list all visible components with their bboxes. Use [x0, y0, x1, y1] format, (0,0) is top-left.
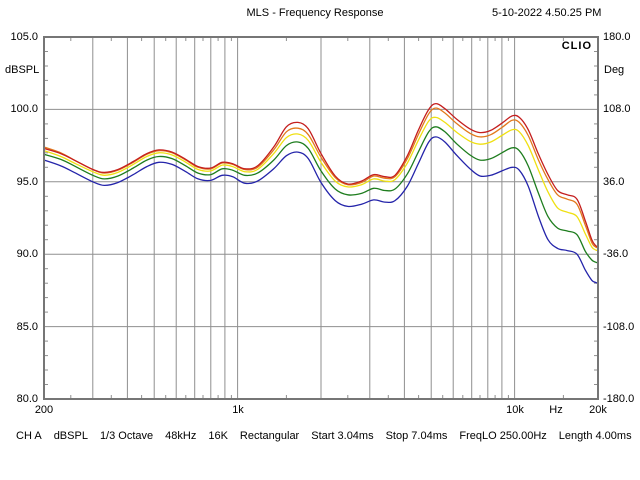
right-axis-tick: 180.0	[603, 31, 631, 43]
status-fft-size: 16K	[208, 430, 228, 442]
status-samplerate: 48kHz	[165, 430, 197, 442]
bottom-axis-tick: 20k	[589, 404, 607, 416]
bottom-axis-tick: 1k	[232, 404, 244, 416]
bottom-axis-tick: 10k	[506, 404, 524, 416]
status-freqlo: FreqLO 250.00Hz	[459, 430, 547, 442]
right-axis-tick: 36.0	[603, 176, 625, 188]
status-bar: CH A dBSPL 1/3 Octave 48kHz 16K Rectangu…	[16, 430, 632, 442]
right-axis-tick: -36.0	[603, 248, 629, 260]
right-axis-unit-label: Deg	[604, 64, 625, 76]
timestamp: 5-10-2022 4.50.25 PM	[492, 7, 602, 19]
clio-logo: CLIO	[561, 40, 592, 52]
left-axis-tick: 85.0	[16, 321, 38, 333]
status-start: Start 3.04ms	[311, 430, 374, 442]
left-axis-tick: 80.0	[16, 393, 38, 405]
status-unit: dBSPL	[53, 430, 88, 442]
right-axis-tick: -180.0	[603, 393, 635, 405]
right-axis-tick: -108.0	[603, 321, 635, 333]
status-smoothing: 1/3 Octave	[99, 430, 154, 442]
left-axis-tick: 90.0	[16, 248, 38, 260]
chart-title: MLS - Frequency Response	[246, 7, 384, 19]
left-axis-unit-label: dBSPL	[5, 64, 40, 76]
status-window: Rectangular	[239, 430, 300, 442]
status-stop: Stop 7.04ms	[385, 430, 448, 442]
bottom-axis-unit-label: Hz	[549, 404, 563, 416]
left-axis-tick: 105.0	[10, 31, 38, 43]
status-length: Length 4.00ms	[558, 430, 632, 442]
status-channel: CH A	[16, 430, 42, 442]
left-axis-tick: 100.0	[10, 103, 38, 115]
right-axis-tick: 108.0	[603, 103, 631, 115]
bottom-axis-tick: 200	[34, 404, 54, 416]
left-axis-tick: 95.0	[16, 176, 38, 188]
